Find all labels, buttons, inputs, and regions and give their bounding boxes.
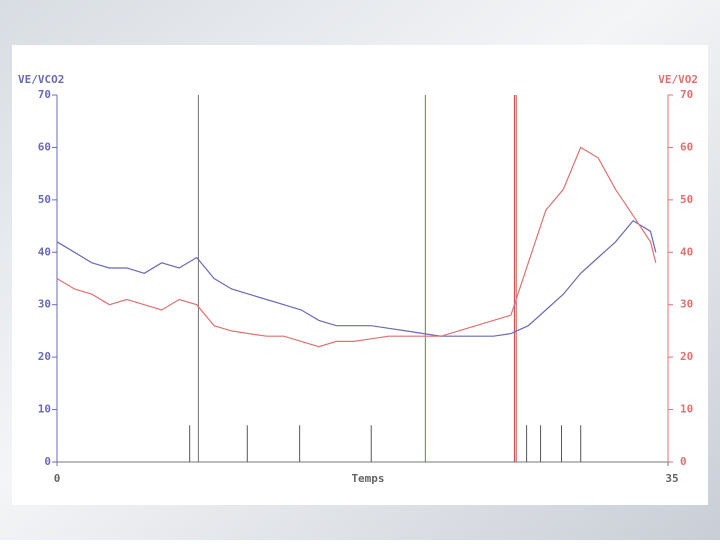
y2-tick-label: 40 xyxy=(680,245,693,258)
y2-tick-label: 10 xyxy=(680,403,693,416)
x-tick-label: 0 xyxy=(54,472,61,485)
series-line xyxy=(56,220,657,337)
y2-tick-label: 20 xyxy=(680,350,693,363)
y-axis-label: VE/VCO2 xyxy=(18,73,64,86)
y-tick-label: 0 xyxy=(44,455,51,468)
y-tick-label: 30 xyxy=(38,298,51,311)
y2-tick-label: 30 xyxy=(680,298,693,311)
y2-axis-label: VE/VO2 xyxy=(658,73,698,86)
y2-tick-label: 60 xyxy=(680,140,693,153)
y-tick-label: 50 xyxy=(38,193,51,206)
y-tick-label: 60 xyxy=(38,140,51,153)
series-line xyxy=(56,146,657,348)
y-tick-label: 40 xyxy=(38,245,51,258)
y-tick-label: 20 xyxy=(38,350,51,363)
x-axis-label: Temps xyxy=(351,472,384,485)
y-tick-label: 10 xyxy=(38,403,51,416)
x-tick-label: 35 xyxy=(665,472,678,485)
y2-tick-label: 50 xyxy=(680,193,693,206)
y-tick-label: 70 xyxy=(38,88,51,101)
y2-tick-label: 70 xyxy=(680,88,693,101)
panel xyxy=(12,45,708,505)
y2-tick-label: 0 xyxy=(680,455,687,468)
